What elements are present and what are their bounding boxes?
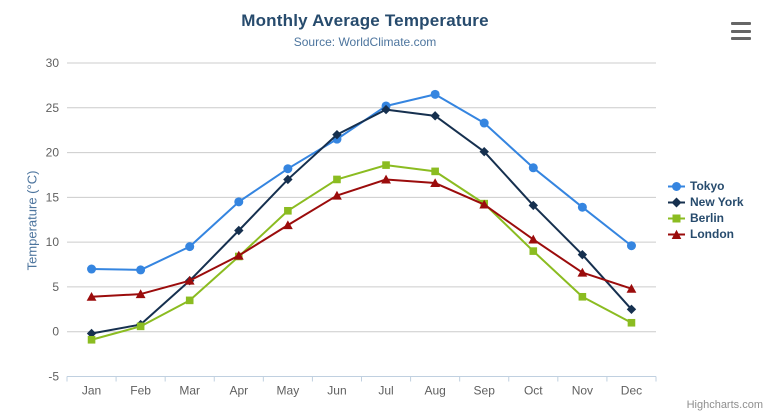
x-tick-label: Jun	[327, 384, 346, 398]
x-tick-label: Dec	[621, 384, 642, 398]
data-point-circle[interactable]	[528, 163, 538, 173]
data-point-triangle[interactable]	[282, 220, 293, 230]
data-point-triangle[interactable]	[430, 178, 441, 188]
data-point-square[interactable]	[529, 247, 538, 255]
chart-subtitle: Source: WorldClimate.com	[293, 35, 437, 49]
y-tick-label: 0	[52, 325, 59, 339]
legend: Tokyo New York Berlin London	[668, 178, 744, 242]
legend-label: Tokyo	[690, 179, 725, 193]
data-point-square[interactable]	[431, 167, 439, 176]
legend-label: New York	[690, 195, 744, 209]
data-point-triangle[interactable]	[528, 234, 539, 244]
data-point-diamond[interactable]	[332, 129, 342, 140]
x-tick-label: Aug	[424, 384, 445, 398]
legend-item-london[interactable]: London	[668, 226, 744, 242]
data-point-circle[interactable]	[626, 241, 636, 251]
data-point-circle[interactable]	[283, 164, 293, 174]
data-point-diamond[interactable]	[528, 200, 538, 211]
chart-title: Monthly Average Temperature	[241, 11, 489, 30]
data-point-diamond[interactable]	[283, 174, 293, 185]
data-point-diamond[interactable]	[381, 104, 391, 115]
data-point-square[interactable]	[284, 206, 292, 215]
x-tick-label: Sep	[474, 384, 496, 398]
data-point-square[interactable]	[627, 318, 636, 327]
y-tick-label: -5	[48, 370, 59, 384]
x-tick-label: Jul	[378, 384, 393, 398]
y-tick-label: 5	[52, 280, 59, 294]
diamond-icon	[668, 197, 685, 207]
data-point-square[interactable]	[87, 335, 96, 344]
series-line-berlin	[91, 164, 632, 341]
data-point-square[interactable]	[136, 322, 145, 331]
data-point-diamond[interactable]	[479, 146, 489, 157]
hamburger-icon	[731, 37, 751, 40]
circle-icon	[668, 181, 685, 191]
data-point-diamond[interactable]	[577, 249, 588, 260]
y-tick-label: 30	[46, 56, 60, 70]
y-tick-label: 20	[46, 146, 60, 160]
series-line-new-york	[91, 108, 633, 335]
series-line-tokyo	[91, 93, 633, 271]
data-point-diamond[interactable]	[86, 328, 97, 339]
hamburger-icon	[731, 29, 751, 33]
legend-label: London	[690, 227, 734, 241]
data-point-circle[interactable]	[234, 197, 244, 207]
data-point-circle[interactable]	[479, 118, 489, 128]
x-tick-label: Mar	[179, 384, 200, 398]
data-point-triangle[interactable]	[233, 250, 244, 260]
x-tick-label: Jan	[82, 384, 101, 398]
data-point-circle[interactable]	[136, 265, 146, 275]
legend-item-berlin[interactable]: Berlin	[668, 210, 744, 226]
data-point-triangle[interactable]	[184, 275, 195, 285]
data-point-triangle[interactable]	[86, 291, 97, 301]
y-tick-label: 15	[46, 190, 60, 204]
data-point-triangle[interactable]	[332, 190, 342, 200]
data-point-circle[interactable]	[185, 242, 195, 252]
series-line-london	[91, 178, 632, 298]
x-tick-label: Oct	[524, 384, 543, 398]
triangle-icon	[668, 229, 685, 239]
legend-label: Berlin	[690, 211, 725, 225]
data-point-triangle[interactable]	[479, 199, 490, 209]
data-point-square[interactable]	[578, 292, 587, 301]
export-menu-button[interactable]	[731, 21, 755, 41]
y-tick-label: 25	[46, 101, 60, 115]
legend-item-new-york[interactable]: New York	[668, 194, 744, 210]
square-icon	[668, 214, 685, 222]
data-point-square[interactable]	[382, 161, 390, 169]
data-point-triangle[interactable]	[577, 267, 588, 277]
data-point-circle[interactable]	[430, 89, 440, 99]
data-point-diamond[interactable]	[626, 304, 637, 315]
data-point-diamond[interactable]	[430, 111, 440, 121]
data-point-diamond[interactable]	[234, 225, 244, 236]
x-tick-label: Feb	[130, 384, 151, 398]
y-tick-label: 10	[46, 235, 60, 249]
x-tick-label: Nov	[572, 384, 593, 398]
data-point-square[interactable]	[185, 296, 194, 305]
data-point-triangle[interactable]	[626, 283, 637, 293]
hamburger-icon	[731, 22, 751, 25]
data-point-triangle[interactable]	[135, 289, 146, 299]
credits-link[interactable]: Highcharts.com	[686, 399, 763, 411]
x-tick-label: Apr	[229, 384, 248, 398]
data-point-square[interactable]	[333, 175, 341, 184]
data-point-circle[interactable]	[577, 202, 587, 212]
data-point-circle[interactable]	[87, 264, 97, 274]
legend-item-tokyo[interactable]: Tokyo	[668, 178, 744, 194]
data-point-triangle[interactable]	[381, 174, 391, 184]
x-tick-label: May	[277, 384, 300, 398]
